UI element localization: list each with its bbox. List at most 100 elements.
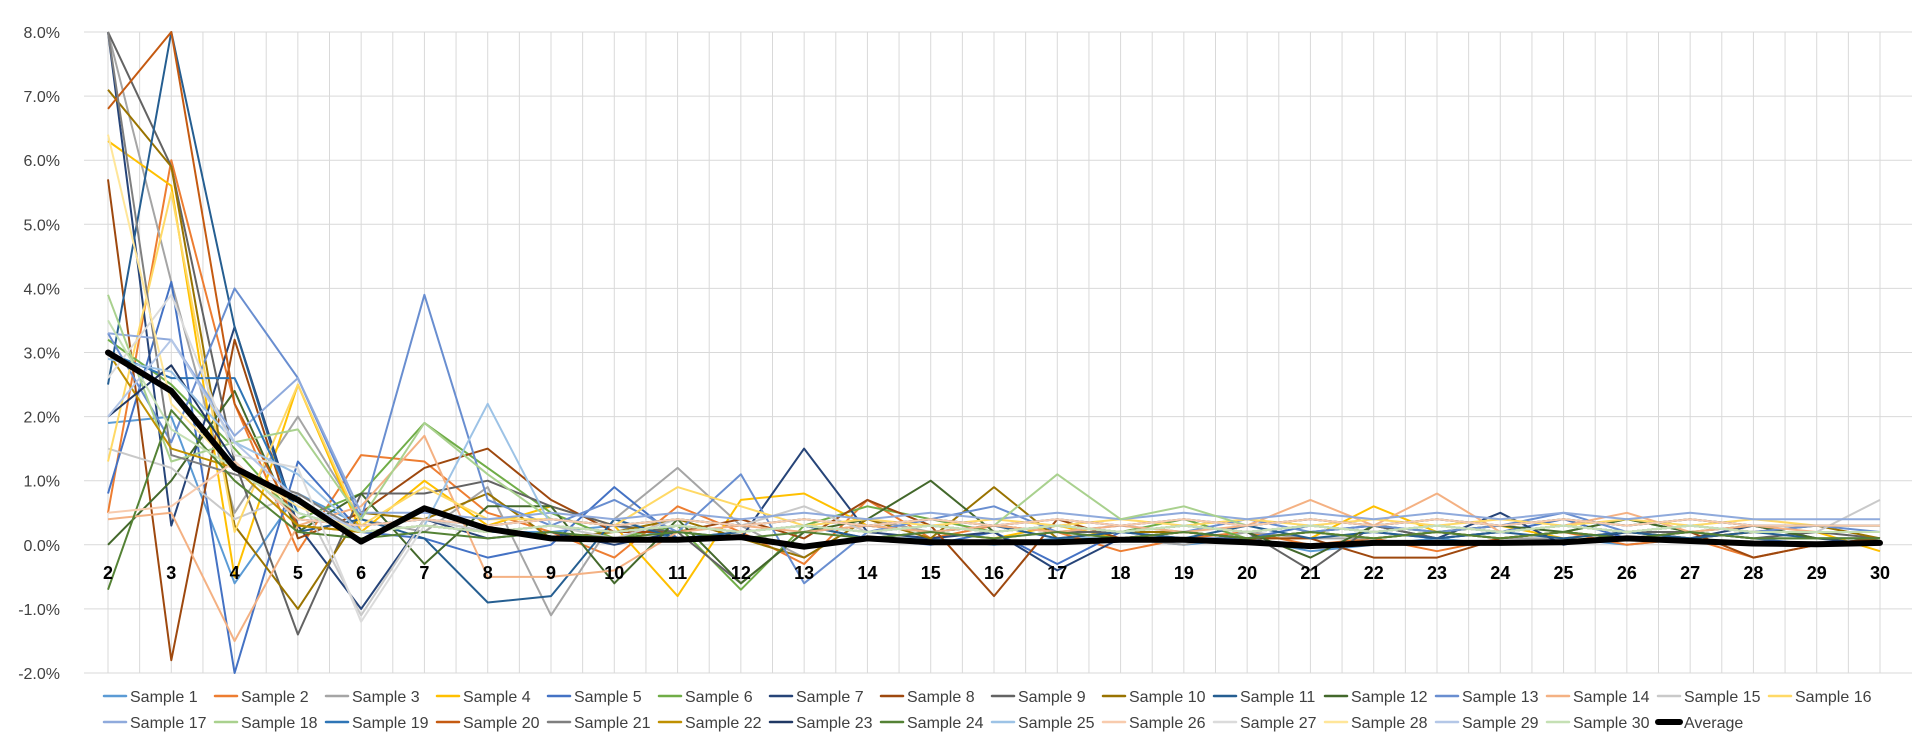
series-line-sample-24 <box>107 409 1880 591</box>
legend-label: Sample 19 <box>352 715 429 732</box>
x-tick-label: 4 <box>230 563 240 583</box>
x-tick-label: 21 <box>1300 563 1320 583</box>
y-tick-label: 1.0% <box>24 474 60 491</box>
legend-label: Sample 14 <box>1573 689 1650 706</box>
legend-label: Sample 7 <box>796 689 864 706</box>
legend-item: Sample 24 <box>879 715 984 732</box>
x-tick-label: 20 <box>1237 563 1257 583</box>
legend-item: Average <box>1655 715 1743 732</box>
y-tick-label: 3.0% <box>24 346 60 363</box>
legend-label: Sample 13 <box>1462 689 1539 706</box>
x-tick-label: 26 <box>1617 563 1637 583</box>
legend-item: Sample 7 <box>768 689 864 706</box>
x-tick-label: 16 <box>984 563 1004 583</box>
x-tick-label: 6 <box>356 563 366 583</box>
legend-item: Sample 21 <box>546 715 651 732</box>
x-tick-label: 30 <box>1870 563 1890 583</box>
legend-item: Sample 16 <box>1767 689 1872 706</box>
legend-item: Sample 25 <box>990 715 1095 732</box>
legend-label: Sample 16 <box>1795 689 1872 706</box>
legend-item: Sample 14 <box>1545 689 1650 706</box>
legend-item: Sample 9 <box>990 689 1086 706</box>
legend-label: Sample 26 <box>1129 715 1206 732</box>
series-lines <box>105 31 1883 674</box>
x-tick-label: 13 <box>794 563 814 583</box>
legend-item: Sample 27 <box>1212 715 1317 732</box>
legend-item: Sample 22 <box>657 715 762 732</box>
x-tick-label: 3 <box>166 563 176 583</box>
y-tick-label: 8.0% <box>24 25 60 42</box>
legend-label: Sample 2 <box>241 689 309 706</box>
legend-item: Sample 26 <box>1101 715 1206 732</box>
legend-item: Sample 4 <box>435 689 531 706</box>
x-tick-label: 9 <box>546 563 556 583</box>
legend-item: Sample 8 <box>879 689 975 706</box>
legend-label: Sample 24 <box>907 715 984 732</box>
x-tick-label: 23 <box>1427 563 1447 583</box>
legend-label: Sample 30 <box>1573 715 1650 732</box>
y-tick-label: 7.0% <box>24 89 60 106</box>
legend-label: Sample 27 <box>1240 715 1317 732</box>
x-tick-label: 8 <box>483 563 493 583</box>
legend-item: Sample 3 <box>324 689 420 706</box>
legend-item: Sample 5 <box>546 689 642 706</box>
legend-item: Sample 6 <box>657 689 753 706</box>
x-tick-label: 5 <box>293 563 303 583</box>
series-line-average <box>105 349 1883 550</box>
series-line-sample-13 <box>107 287 1881 585</box>
legend-item: Sample 15 <box>1656 689 1761 706</box>
legend-label: Sample 6 <box>685 689 753 706</box>
x-tick-label: 14 <box>857 563 877 583</box>
legend-label: Sample 20 <box>463 715 540 732</box>
legend-label: Average <box>1684 715 1743 732</box>
legend-item: Sample 12 <box>1323 689 1428 706</box>
legend-label: Sample 21 <box>574 715 651 732</box>
legend-label: Sample 10 <box>1129 689 1206 706</box>
series-line-sample-30 <box>107 319 1880 533</box>
legend-label: Sample 8 <box>907 689 975 706</box>
legend-label: Sample 28 <box>1351 715 1428 732</box>
legend-label: Sample 18 <box>241 715 318 732</box>
y-tick-label: -1.0% <box>18 602 60 619</box>
x-tick-label: 11 <box>668 563 687 583</box>
x-tick-label: 22 <box>1364 563 1384 583</box>
x-tick-label: 28 <box>1743 563 1763 583</box>
legend-item: Sample 1 <box>102 689 198 706</box>
x-axis-tick-labels: 2 3 4 5 6 7 8 9 10 11 12 13 14 15 16 17 18 19 20 21 22 23 24 25… <box>103 563 1890 583</box>
legend-label: Sample 11 <box>1240 689 1315 706</box>
x-tick-label: 7 <box>419 563 429 583</box>
legend: Sample 1 Sample 2 Sample 3 Sample 4 Sample 5… <box>102 689 1872 732</box>
legend-label: Sample 23 <box>796 715 873 732</box>
legend-label: Sample 12 <box>1351 689 1428 706</box>
legend-item: Sample 10 <box>1101 689 1206 706</box>
legend-label: Sample 5 <box>574 689 642 706</box>
y-tick-label: -2.0% <box>18 666 60 683</box>
x-tick-label: 25 <box>1554 563 1574 583</box>
legend-label: Sample 9 <box>1018 689 1086 706</box>
legend-item: Sample 28 <box>1323 715 1428 732</box>
y-tick-label: 0.0% <box>24 538 60 555</box>
legend-item: Sample 23 <box>768 715 873 732</box>
x-tick-label: 24 <box>1490 563 1510 583</box>
legend-item: Sample 11 <box>1212 689 1315 706</box>
y-tick-label: 2.0% <box>24 410 60 427</box>
x-tick-label: 19 <box>1174 563 1194 583</box>
legend-label: Sample 4 <box>463 689 531 706</box>
x-tick-label: 29 <box>1807 563 1827 583</box>
legend-item: Sample 13 <box>1434 689 1539 706</box>
legend-item: Sample 18 <box>213 715 318 732</box>
legend-label: Sample 25 <box>1018 715 1095 732</box>
x-tick-label: 18 <box>1111 563 1131 583</box>
x-tick-label: 27 <box>1680 563 1700 583</box>
legend-item: Sample 20 <box>435 715 540 732</box>
legend-label: Sample 17 <box>130 715 207 732</box>
legend-item: Sample 2 <box>213 689 309 706</box>
y-axis-tick-labels: -2.0% -1.0% 0.0% 1.0% 2.0% 3.0% 4.0% 5.0% 6.0% 7.… <box>18 25 60 683</box>
legend-label: Sample 15 <box>1684 689 1761 706</box>
y-tick-label: 6.0% <box>24 153 60 170</box>
legend-item: Sample 17 <box>102 715 207 732</box>
x-tick-label: 15 <box>921 563 941 583</box>
legend-label: Sample 1 <box>130 689 198 706</box>
x-tick-label: 12 <box>731 563 751 583</box>
